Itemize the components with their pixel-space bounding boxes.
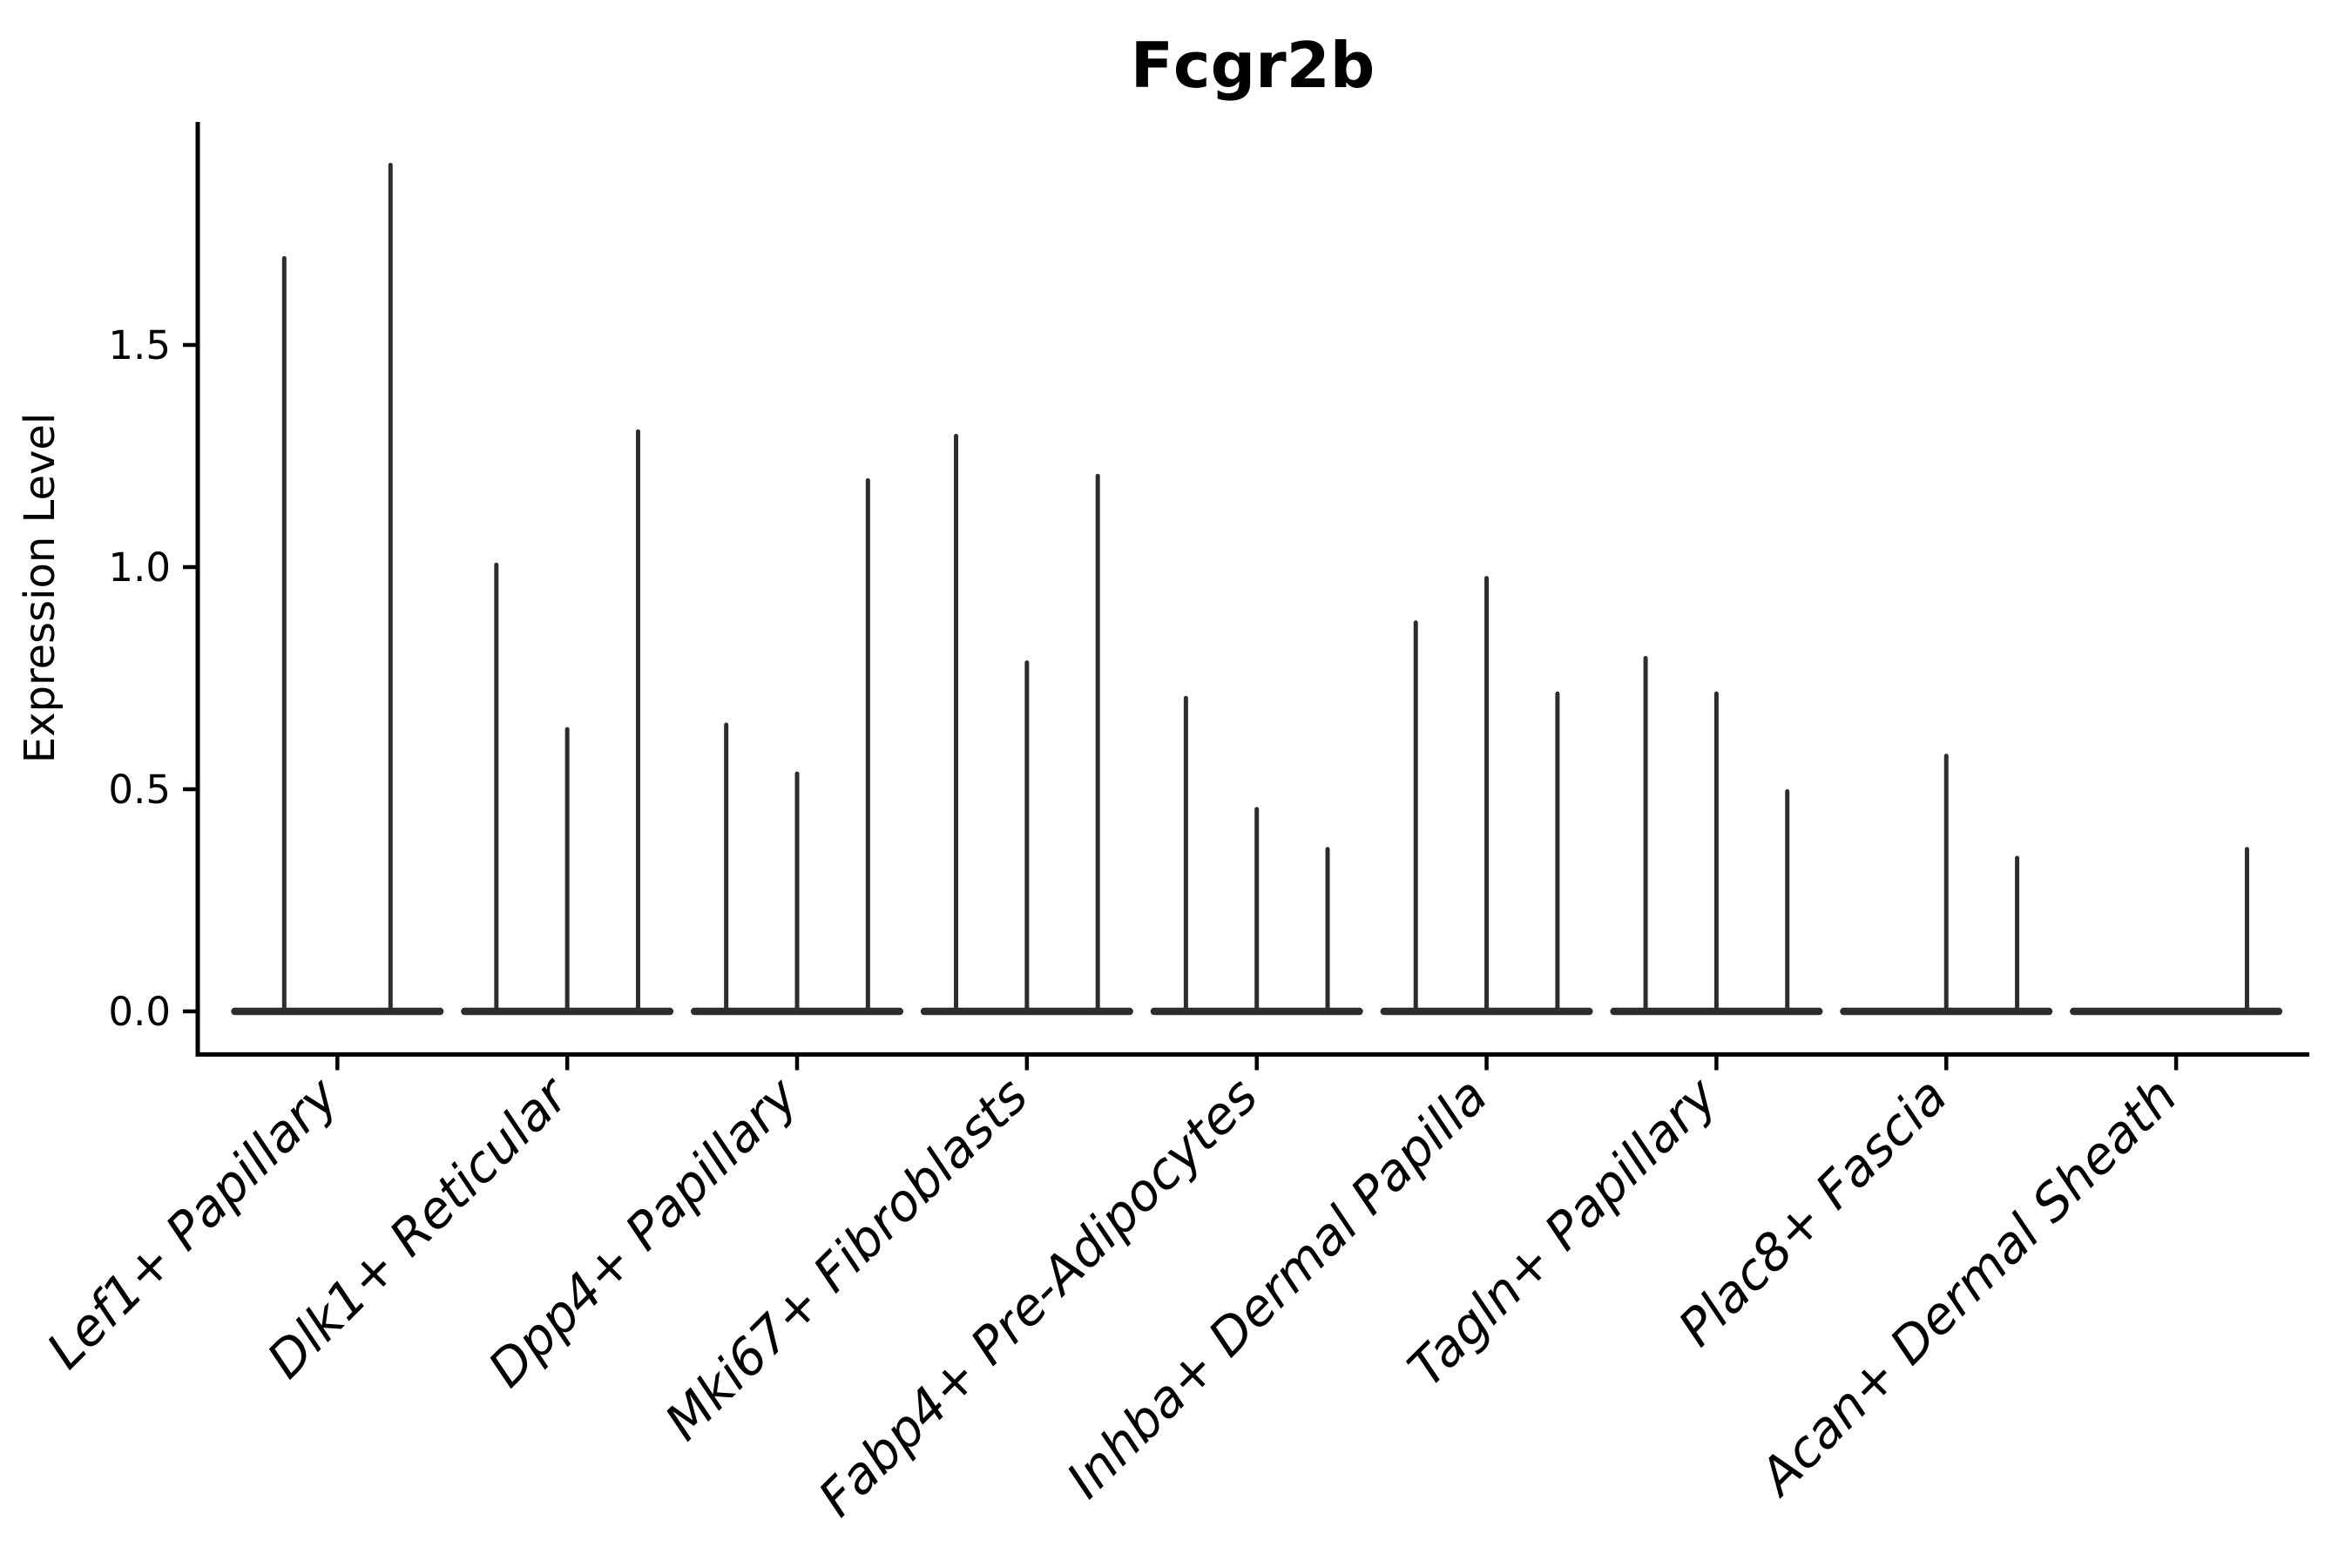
x-tick-label: Inhba+ Dermal Papilla xyxy=(1055,1066,1498,1510)
y-tick-label: 0.0 xyxy=(108,989,171,1035)
y-tick-label: 1.5 xyxy=(108,322,171,368)
violin-baseline xyxy=(231,1007,444,1016)
x-tick-label: Fabp4+ Pre-Adipocytes xyxy=(808,1066,1269,1528)
y-tick-label: 0.5 xyxy=(108,767,171,813)
chart-title: Fcgr2b xyxy=(1131,29,1375,102)
y-axis-label: Expression Level xyxy=(16,413,64,764)
y-tick-label: 1.0 xyxy=(108,544,171,591)
x-tick-label: Acan+ Dermal Sheath xyxy=(1746,1066,2188,1509)
violin-baseline xyxy=(2070,1007,2283,1016)
